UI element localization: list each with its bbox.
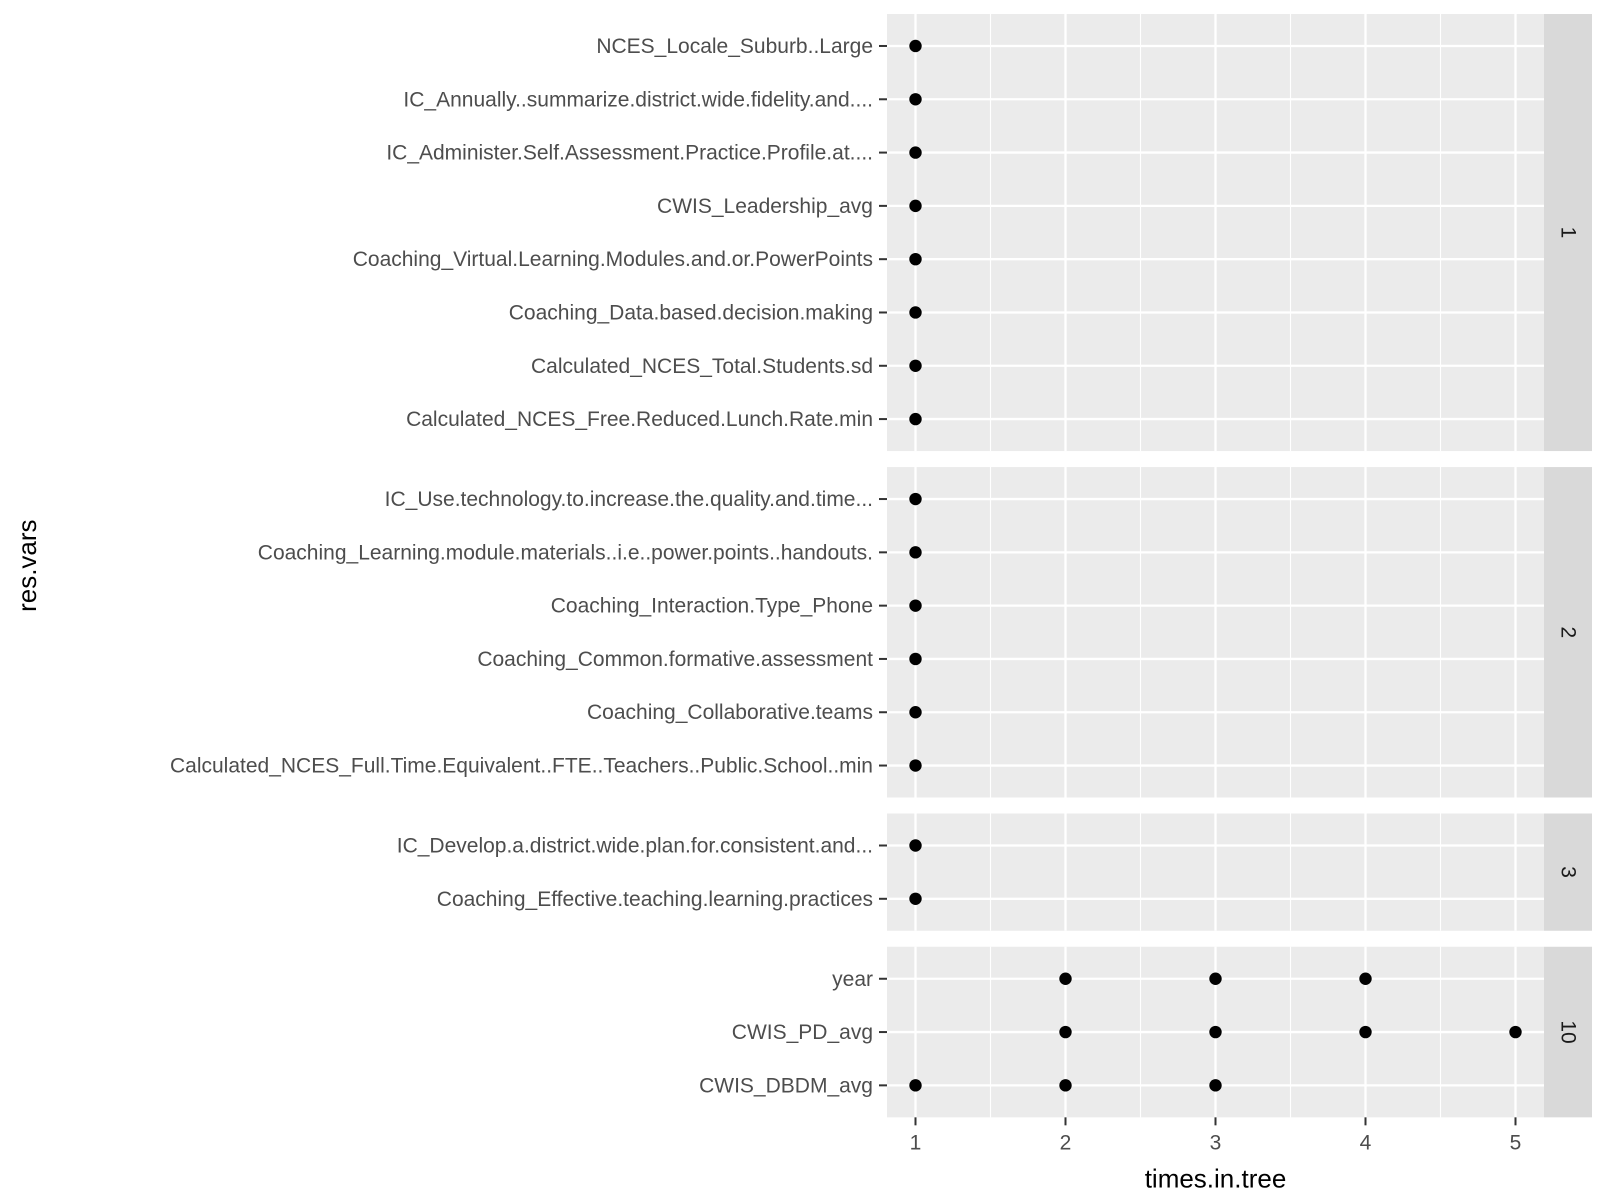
y-tick-label: Coaching_Learning.module.materials..i.e.… xyxy=(258,541,873,564)
data-point xyxy=(909,759,922,772)
data-point xyxy=(1059,972,1072,985)
y-axis-title: res.vars xyxy=(12,519,42,611)
data-point xyxy=(1059,1079,1072,1092)
data-point xyxy=(909,93,922,106)
y-tick-label: IC_Develop.a.district.wide.plan.for.cons… xyxy=(397,835,873,858)
facet-strip xyxy=(1544,467,1592,798)
data-point xyxy=(909,39,922,53)
data-point xyxy=(909,892,922,905)
data-point xyxy=(1059,1025,1072,1039)
y-tick-label: IC_Administer.Self.Assessment.Practice.P… xyxy=(386,142,873,165)
y-tick-label: CWIS_PD_avg xyxy=(732,1021,873,1044)
x-tick-label: 3 xyxy=(1210,1131,1222,1154)
data-point xyxy=(1209,1079,1222,1092)
x-axis: 1 2 3 4 5 xyxy=(910,1117,1522,1154)
data-point xyxy=(909,252,922,266)
facet-strip-label: 3 xyxy=(1557,866,1580,878)
data-point xyxy=(909,839,922,852)
x-tick-label: 2 xyxy=(1060,1131,1072,1154)
data-point xyxy=(909,1079,922,1092)
facet-panel-3: IC_Develop.a.district.wide.plan.for.cons… xyxy=(397,813,1592,931)
x-tick-label: 5 xyxy=(1510,1131,1522,1154)
data-point xyxy=(909,146,922,159)
facet-panel-2: IC_Use.technology.to.increase.the.qualit… xyxy=(170,467,1592,798)
facet-strip-label: 10 xyxy=(1557,1020,1580,1043)
data-point xyxy=(909,412,922,426)
data-point xyxy=(909,359,922,372)
data-point xyxy=(909,599,922,612)
y-tick-label: Coaching_Virtual.Learning.Modules.and.or… xyxy=(353,248,873,271)
y-tick-label: Coaching_Data.based.decision.making xyxy=(509,301,873,324)
facet-panels: NCES_Locale_Suburb..Large IC_Annually..su… xyxy=(170,14,1592,1118)
facet-strip xyxy=(1544,14,1592,452)
facet-panel-1: NCES_Locale_Suburb..Large IC_Annually..su… xyxy=(353,14,1592,452)
facet-strip xyxy=(1544,946,1592,1118)
x-tick-label: 4 xyxy=(1360,1131,1372,1154)
facet-strip-label: 2 xyxy=(1557,626,1580,638)
y-tick-label: Coaching_Collaborative.teams xyxy=(587,701,873,724)
data-point xyxy=(909,652,922,666)
data-point xyxy=(909,306,922,319)
y-tick-label: NCES_Locale_Suburb..Large xyxy=(596,35,873,58)
y-tick-label: Coaching_Interaction.Type_Phone xyxy=(551,595,873,618)
facet-strip xyxy=(1544,813,1592,931)
data-point xyxy=(1209,972,1222,985)
data-point xyxy=(1359,1025,1372,1039)
data-point xyxy=(1359,972,1372,985)
x-axis-title: times.in.tree xyxy=(1145,1163,1287,1193)
y-tick-label: year xyxy=(832,968,873,991)
y-tick-label: IC_Annually..summarize.district.wide.fid… xyxy=(403,88,873,111)
x-tick-label: 1 xyxy=(910,1131,922,1154)
facet-strip-label: 1 xyxy=(1557,227,1580,239)
y-tick-label: Calculated_NCES_Full.Time.Equivalent..FT… xyxy=(170,755,873,778)
data-point xyxy=(909,199,922,213)
y-tick-label: Coaching_Effective.teaching.learning.pra… xyxy=(437,888,873,911)
y-tick-label: Calculated_NCES_Total.Students.sd xyxy=(531,355,873,378)
y-tick-label: Calculated_NCES_Free.Reduced.Lunch.Rate.… xyxy=(406,408,873,431)
y-tick-label: IC_Use.technology.to.increase.the.qualit… xyxy=(385,488,873,511)
data-point xyxy=(909,706,922,719)
data-point xyxy=(909,546,922,559)
y-tick-label: CWIS_DBDM_avg xyxy=(699,1074,873,1097)
data-point xyxy=(1209,1025,1222,1039)
data-point xyxy=(1509,1025,1522,1039)
y-tick-label: Coaching_Common.formative.assessment xyxy=(477,648,873,671)
data-point xyxy=(909,492,922,506)
facet-panel-10: year CWIS_PD_avg CWIS_DBDM_avg 10 xyxy=(699,946,1592,1118)
y-tick-label: CWIS_Leadership_avg xyxy=(657,195,873,218)
